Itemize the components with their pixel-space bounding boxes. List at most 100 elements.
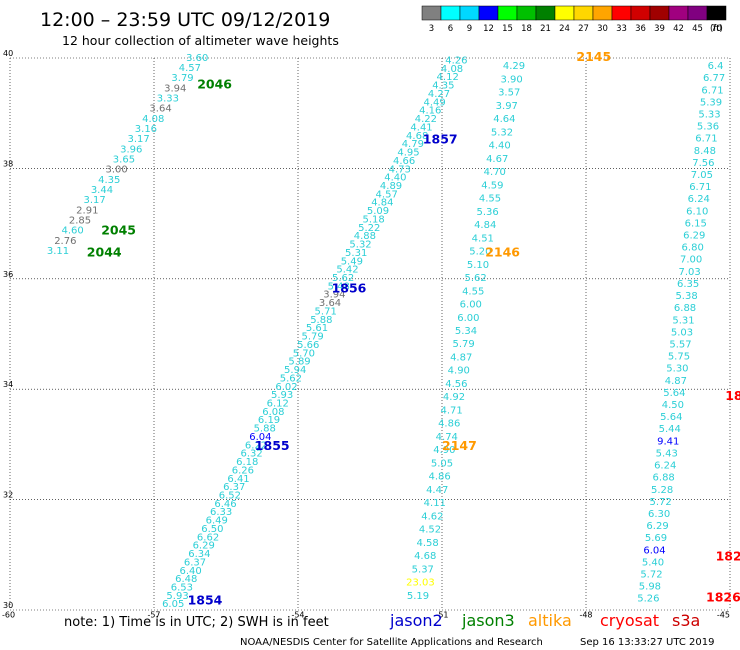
wave-height-value: 5.62 <box>464 273 486 284</box>
wave-height-value: 5.71 <box>315 306 337 317</box>
wave-height-value: 4.35 <box>98 175 120 186</box>
y-tick-label: 30 <box>3 601 13 610</box>
wave-height-value: 5.72 <box>640 570 662 581</box>
wave-height-value: 23.03 <box>406 578 435 589</box>
time-label: 1856 <box>332 281 367 296</box>
wave-height-value: 5.66 <box>297 340 319 351</box>
wave-height-value: 3.97 <box>496 101 518 112</box>
legend-swatch <box>687 5 708 21</box>
wave-height-value: 6.29 <box>646 521 668 532</box>
legend-label: 18 <box>521 24 532 34</box>
wave-height-value: 9.41 <box>657 436 679 447</box>
wave-height-value: 6.00 <box>457 313 479 324</box>
wave-height-value: 5.22 <box>358 223 380 234</box>
wave-height-value: 5.30 <box>666 364 688 375</box>
wave-height-value: 3.33 <box>157 93 179 104</box>
legend-label: 45 <box>692 24 703 34</box>
wave-height-value: 4.08 <box>441 64 463 75</box>
wave-height-value: 3.94 <box>323 290 345 301</box>
wave-height-value: 5.20 <box>469 247 491 258</box>
wave-height-value: 3.11 <box>47 246 69 257</box>
wave-height-value: 5.88 <box>310 315 332 326</box>
wave-height-value: 3.17 <box>127 134 149 145</box>
wave-height-value: 5.79 <box>301 332 323 343</box>
wave-height-value: 3.79 <box>171 73 193 84</box>
wave-height-value: 4.71 <box>440 405 462 416</box>
legend-swatch <box>535 5 556 21</box>
wave-height-value: 6.32 <box>240 449 262 460</box>
chart-title: 12:00 – 23:59 UTC 09/12/2019 <box>40 9 330 31</box>
x-tick-label: -54 <box>291 611 304 620</box>
legend-swatch <box>649 5 670 21</box>
satellite-name: cryosat <box>600 611 659 630</box>
x-tick-label: -57 <box>147 611 160 620</box>
wave-height-value: 4.50 <box>662 400 684 411</box>
x-tick-label: -45 <box>717 611 730 620</box>
wave-height-value: 4.88 <box>354 231 376 242</box>
wave-height-value: 5.19 <box>407 591 429 602</box>
wave-height-value: 4.90 <box>433 445 455 456</box>
wave-height-value: 3.90 <box>500 74 522 85</box>
legend-label: 33 <box>616 24 627 34</box>
wave-height-value: 6.18 <box>236 457 258 468</box>
wave-height-value: 5.93 <box>271 390 293 401</box>
satellite-name: jason2 <box>389 611 443 630</box>
wave-height-value: 6.10 <box>686 206 708 217</box>
wave-height-value: 7.03 <box>679 267 701 278</box>
wave-height-value: 5.10 <box>467 260 489 271</box>
legend-label: 12 <box>483 24 494 34</box>
legend-swatch <box>611 5 632 21</box>
wave-height-value: 6.12 <box>267 398 289 409</box>
wave-height-value: 2.91 <box>76 205 98 216</box>
wave-height-value: 6.35 <box>677 279 699 290</box>
wave-height-value: 5.36 <box>697 122 719 133</box>
wave-height-value: 3.96 <box>120 144 142 155</box>
wave-height-value: 5.36 <box>476 207 498 218</box>
wave-height-value: 4.89 <box>380 181 402 192</box>
wave-height-value: 5.32 <box>491 127 513 138</box>
legend-swatch <box>497 5 518 21</box>
wave-height-value: 3.44 <box>91 185 113 196</box>
wave-height-value: 3.16 <box>135 124 157 135</box>
wave-height-value: 4.84 <box>371 198 393 209</box>
time-label: 1857 <box>423 132 458 147</box>
time-label: 1825 <box>716 548 740 563</box>
wave-height-value: 4.40 <box>488 141 510 152</box>
wave-height-value: 4.68 <box>414 551 436 562</box>
wave-height-value: 4.70 <box>484 167 506 178</box>
wave-height-value: 6.4 <box>708 61 724 72</box>
wave-height-value: 2.85 <box>69 215 91 226</box>
wave-height-value: 6.22 <box>245 440 267 451</box>
legend-label: 36 <box>635 24 646 34</box>
wave-height-value: 4.57 <box>179 63 201 74</box>
wave-height-value: 5.64 <box>663 388 685 399</box>
y-tick-label: 32 <box>3 491 13 500</box>
legend-swatch <box>706 5 727 21</box>
wave-height-value: 5.03 <box>671 327 693 338</box>
legend-label: 30 <box>597 24 608 34</box>
wave-height-value: 6.48 <box>175 574 197 585</box>
wave-height-value: 6.62 <box>197 532 219 543</box>
wave-height-value: 6.24 <box>654 461 676 472</box>
wave-height-value: 3.00 <box>105 165 127 176</box>
wave-height-value: 6.02 <box>275 382 297 393</box>
satellite-name: jason3 <box>461 611 515 630</box>
wave-height-value: 4.47 <box>426 485 448 496</box>
wave-height-value: 3.65 <box>113 154 135 165</box>
color-legend: 3 6 9 12 15 18 21 24 27 30 33 36 39 42 45 70(ft) <box>421 5 727 34</box>
legend-swatch <box>630 5 651 21</box>
legend-label: 21 <box>540 24 551 34</box>
footer-credit: NOAA/NESDIS Center for Satellite Applica… <box>240 637 543 648</box>
wave-height-value: 6.37 <box>184 557 206 568</box>
wave-height-value: 6.04 <box>643 545 665 556</box>
wave-height-value: 6.34 <box>188 549 210 560</box>
wave-height-value: 5.94 <box>284 365 306 376</box>
wave-height-value: 5.57 <box>669 339 691 350</box>
wave-height-value: 6.29 <box>193 541 215 552</box>
wave-height-value: 6.29 <box>683 231 705 242</box>
wave-height-value: 6.33 <box>210 507 232 518</box>
wave-height-value: 5.33 <box>698 109 720 120</box>
wave-height-value: 4.87 <box>450 352 472 363</box>
wave-height-value: 5.31 <box>345 248 367 259</box>
wave-height-value: 5.44 <box>659 424 681 435</box>
